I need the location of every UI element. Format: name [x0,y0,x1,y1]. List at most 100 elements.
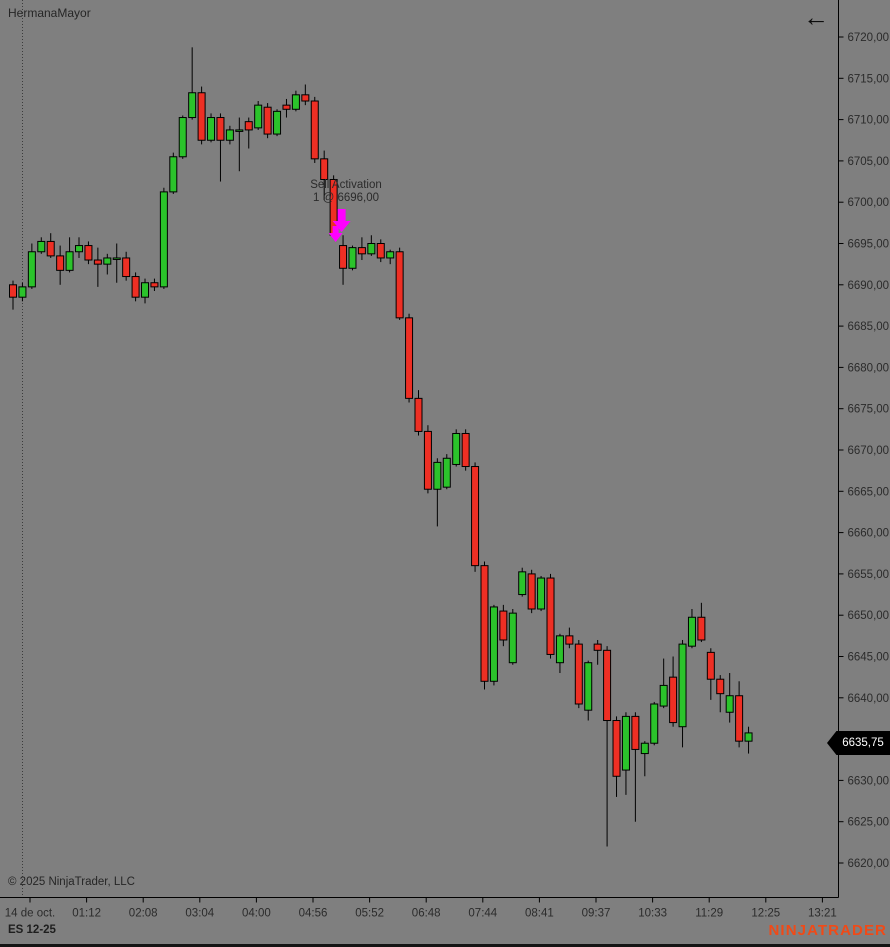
candle-body [405,317,414,399]
price-axis-label[interactable]: 6640,00 [848,693,890,705]
candle-body [574,643,583,705]
price-axis-label[interactable]: 6645,00 [848,652,890,664]
price-axis-label[interactable]: 6630,00 [848,775,890,787]
time-axis-label[interactable]: 04:00 [242,908,271,920]
price-axis-label[interactable]: 6695,00 [848,239,890,251]
candle-body [555,635,564,664]
candle-body [461,432,470,468]
candle-body [291,94,300,110]
candle-body [244,121,253,131]
price-axis-label[interactable]: 6670,00 [848,445,890,457]
candle-body [725,695,734,713]
candle-body [471,466,480,567]
time-axis-label[interactable]: 09:37 [582,908,611,920]
annotation-qty-price: 1 @ 6696,00 [312,192,380,204]
candle-body [744,732,753,742]
candle-body [9,284,17,298]
scroll-back-arrow-icon[interactable]: ← [803,2,829,32]
indicator-name-label: HermanaMayor [8,6,91,20]
time-axis-label[interactable]: 02:08 [129,908,158,920]
candle-body [612,720,621,777]
candle-body [254,104,263,129]
time-axis-label[interactable]: 13:21 [808,908,837,920]
last-price-badge: 6635,75 [827,731,890,755]
candle-body [518,571,527,596]
candle-body [197,92,206,141]
time-axis-label[interactable]: 06:48 [412,908,441,920]
time-axis-label[interactable]: 11:29 [695,908,723,920]
candle-body [669,676,678,724]
candle-body [18,286,27,298]
price-axis-label[interactable]: 6650,00 [848,610,890,622]
candle-body [273,110,282,135]
time-axis-label[interactable]: 05:52 [355,908,384,920]
candle-body [584,662,593,711]
candle-body [27,251,36,288]
candle-body [263,106,272,135]
candle-body [659,684,668,707]
price-axis-label[interactable]: 6660,00 [848,528,890,540]
time-axis-label[interactable]: 12:25 [751,908,780,920]
candle-body [508,612,517,664]
candle-body [84,245,93,261]
price-axis-label[interactable]: 6680,00 [848,362,890,374]
candle-body [480,565,489,682]
price-axis-label[interactable]: 6685,00 [848,321,890,333]
price-axis-label[interactable]: 6665,00 [848,486,890,498]
candle-body [320,158,329,180]
price-axis-label[interactable]: 6675,00 [848,404,890,416]
candle-body [452,432,461,465]
price-axis-label[interactable]: 6625,00 [848,817,890,829]
candle-body [301,94,310,102]
price-axis-label[interactable]: 6690,00 [848,280,890,292]
candle-body [527,573,536,610]
candle-body [357,247,366,255]
time-axis-label[interactable]: 04:56 [299,908,328,920]
candle-body [339,245,348,269]
candle-body [631,715,640,750]
candle-body [650,703,659,744]
instrument-label: ES 12-25 [8,924,56,936]
price-axis-label[interactable]: 6655,00 [848,569,890,581]
candle-body [499,610,508,641]
trade-annotation: Sell Activation 1 @ 6696,00 [306,179,386,205]
candle-body [367,243,376,255]
candle-body [546,577,555,655]
price-axis-label[interactable]: 6710,00 [848,115,890,127]
time-axis-label[interactable]: 08:41 [525,908,554,920]
candle-body [56,255,65,271]
time-axis-label[interactable]: 07:44 [468,908,497,920]
time-axis-label[interactable]: 14 de oct. [5,908,56,920]
candle-body [131,276,140,298]
price-axis-label[interactable]: 6620,00 [848,858,890,870]
time-axis-label[interactable]: 01:12 [72,908,101,920]
candle-body [423,430,432,490]
price-axis-label[interactable]: 6720,00 [848,32,890,44]
annotation-title: Sell Activation [310,179,382,191]
candle-body [489,606,498,682]
candle-body [235,129,244,132]
candle-body [282,104,291,110]
candle-body [537,577,546,610]
candle-body [65,251,74,271]
candle-body [433,461,442,490]
candle-body [348,247,357,269]
candle-body [414,397,423,432]
candle-body [310,100,319,160]
candle-body [593,643,602,651]
candle-body [103,257,112,265]
window-bottom-edge [0,944,890,947]
candle-body [178,117,187,158]
price-axis-label[interactable]: 6705,00 [848,156,890,168]
time-axis-label[interactable]: 10:33 [638,908,667,920]
candle-body [621,715,630,771]
candle-body [603,649,612,722]
price-axis-label[interactable]: 6715,00 [848,73,890,85]
price-axis-label[interactable]: 6700,00 [848,197,890,209]
candle-body [46,240,55,257]
candle-body [706,651,715,680]
candle-body [122,257,131,278]
time-axis-label[interactable]: 03:04 [185,908,214,920]
